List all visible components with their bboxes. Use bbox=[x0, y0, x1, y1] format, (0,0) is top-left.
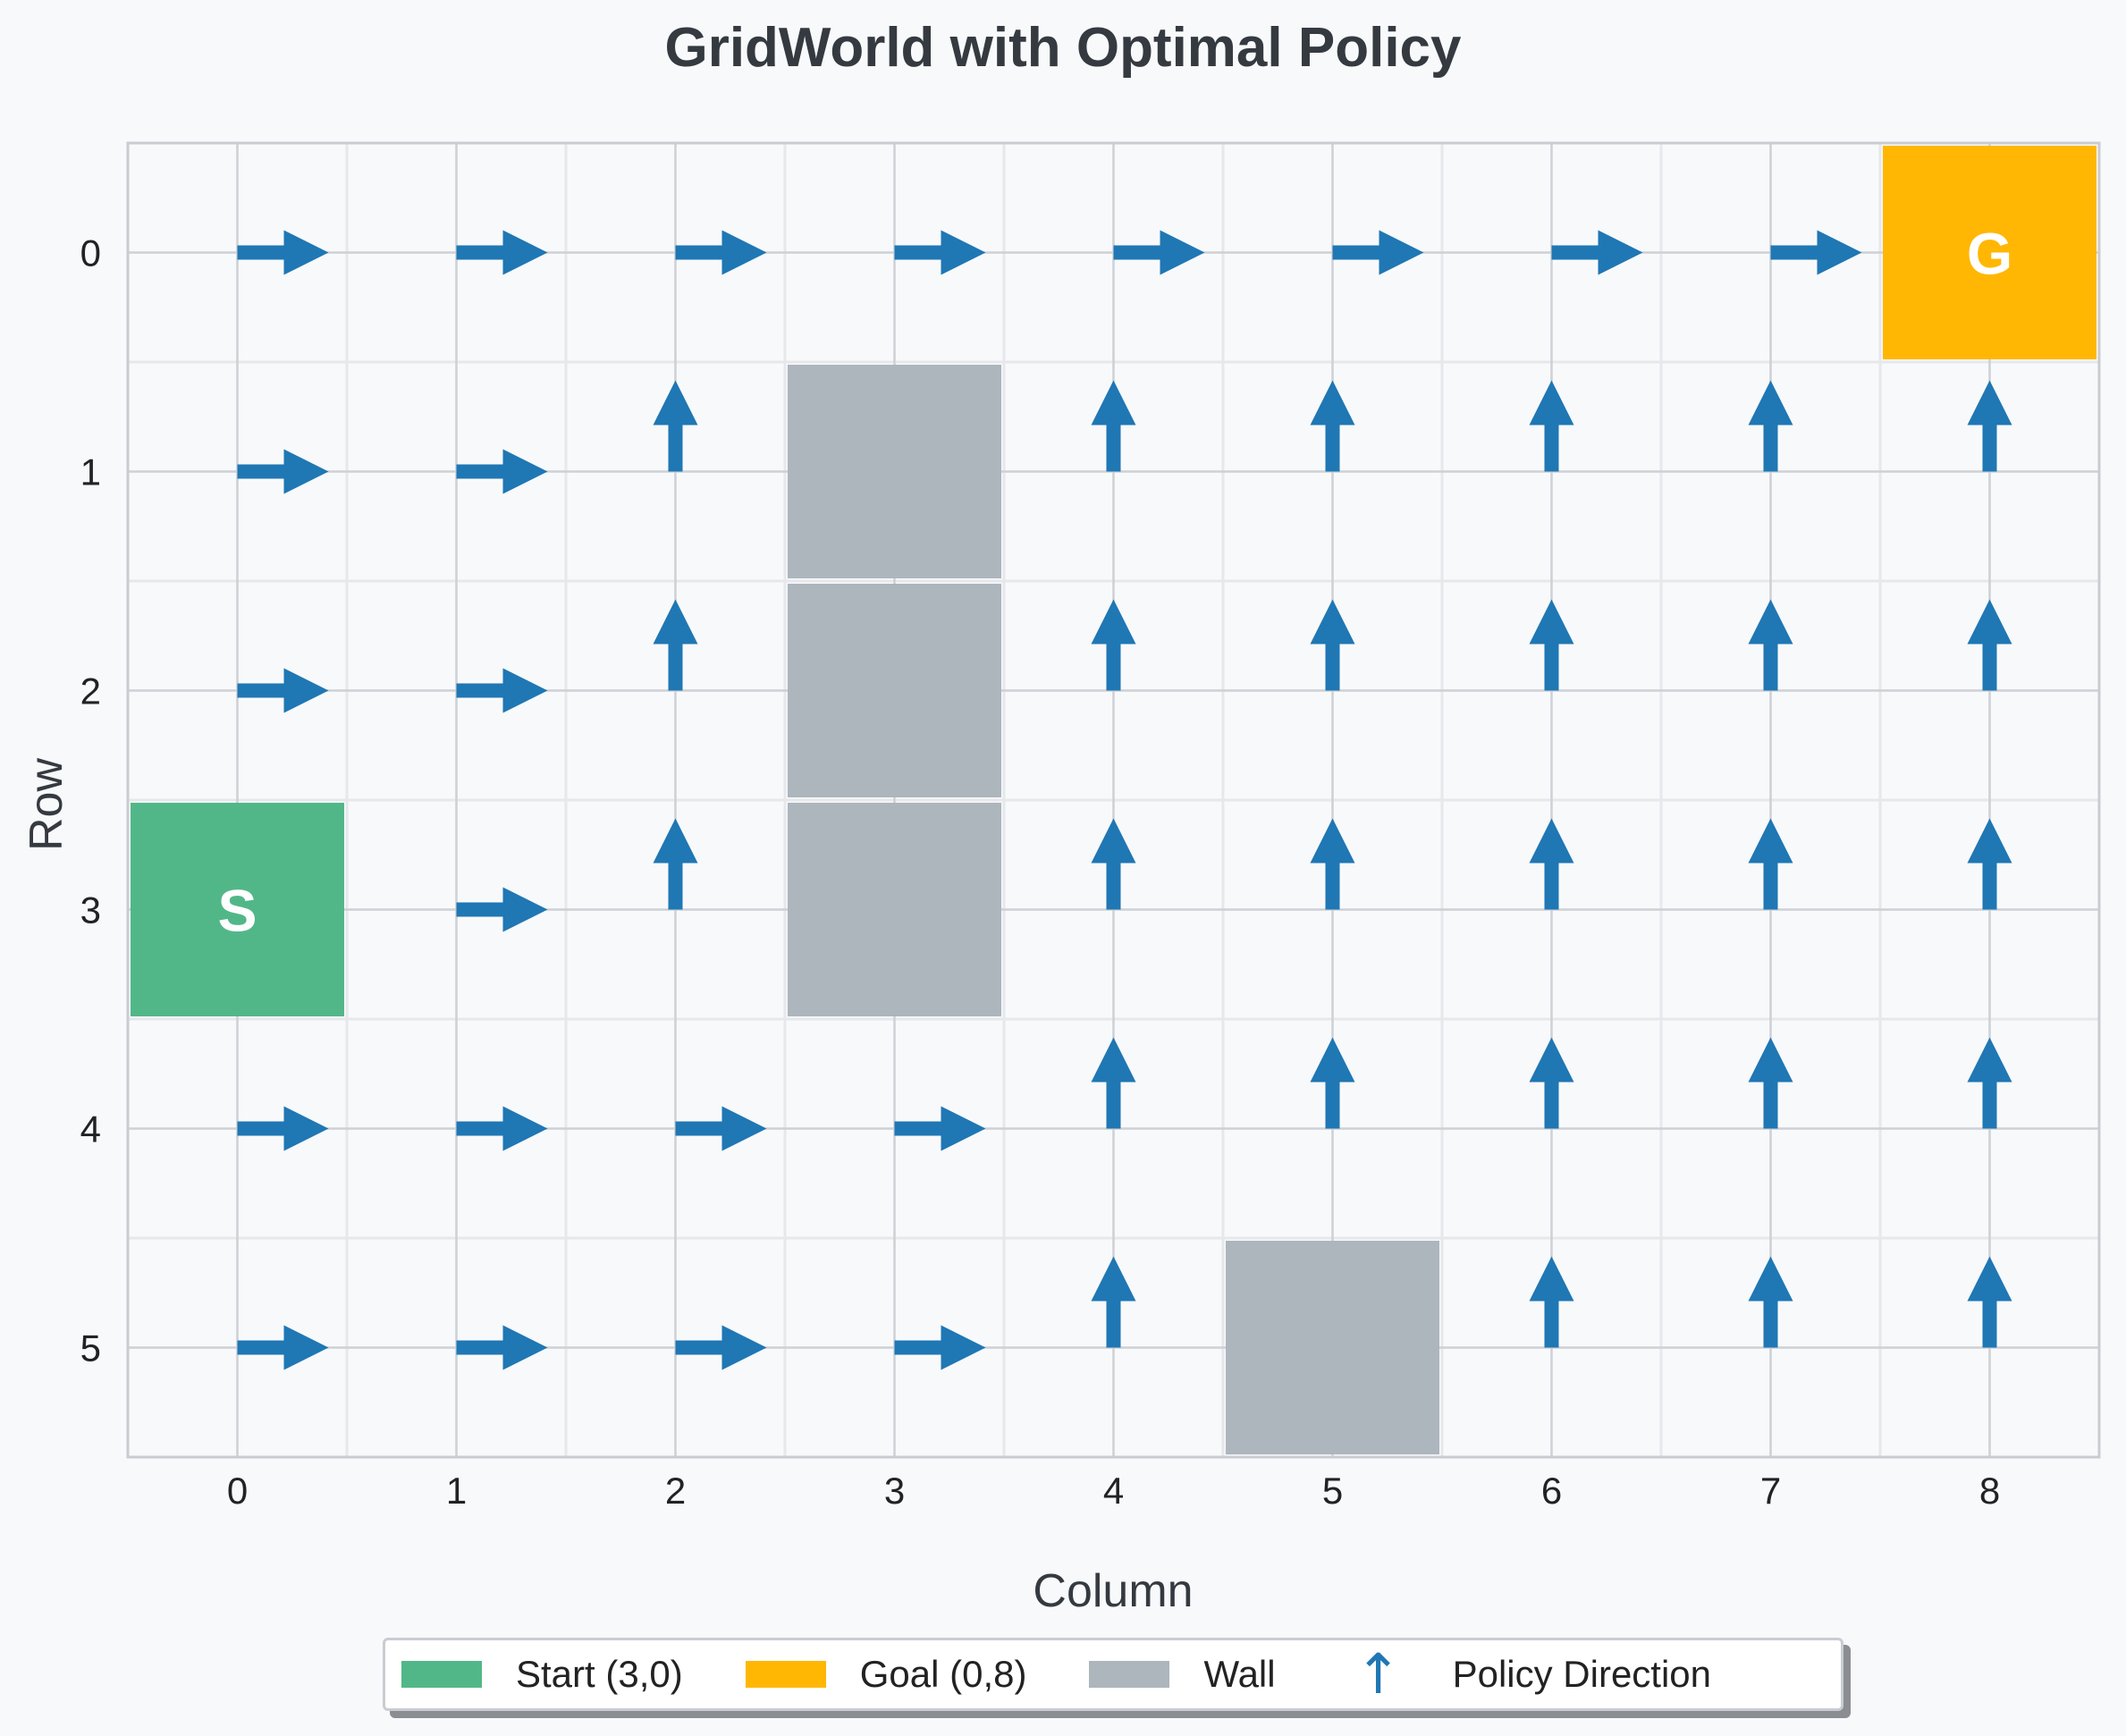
policy-arrow-right bbox=[237, 449, 329, 494]
y-axis-label: Row bbox=[21, 757, 72, 852]
start-label: S bbox=[217, 878, 257, 944]
x-tick-label: 7 bbox=[1760, 1470, 1781, 1512]
policy-arrow-right bbox=[237, 1325, 329, 1370]
legend-label-start: Start (3,0) bbox=[516, 1653, 683, 1695]
wall-cell bbox=[788, 365, 1001, 578]
wall-cell bbox=[788, 584, 1001, 797]
policy-arrow-right bbox=[675, 1106, 767, 1151]
start-cell bbox=[131, 803, 344, 1016]
policy-arrow-right bbox=[1113, 230, 1205, 275]
policy-arrow-right bbox=[675, 230, 767, 275]
policy-arrow-up bbox=[1529, 599, 1574, 691]
policy-arrow-up bbox=[653, 599, 698, 691]
policy-arrow-up bbox=[1967, 1037, 2012, 1129]
policy-arrow-right bbox=[456, 1325, 548, 1370]
y-tick-label: 2 bbox=[80, 670, 101, 712]
legend-swatch-wall bbox=[1089, 1661, 1170, 1688]
policy-arrows bbox=[237, 230, 2012, 1370]
policy-arrow-up bbox=[1529, 1037, 1574, 1129]
policy-arrow-up bbox=[653, 380, 698, 472]
policy-arrow-right bbox=[456, 1106, 548, 1151]
policy-arrow-right bbox=[894, 1106, 986, 1151]
x-tick-label: 1 bbox=[446, 1470, 467, 1512]
policy-arrow-up bbox=[1748, 380, 1793, 472]
policy-arrow-up bbox=[1748, 818, 1793, 910]
x-tick-label: 4 bbox=[1103, 1470, 1124, 1512]
legend-label-policy: Policy Direction bbox=[1452, 1653, 1712, 1695]
policy-arrow-up bbox=[1529, 818, 1574, 910]
policy-arrow-up bbox=[1091, 1037, 1136, 1129]
legend-item-goal: Goal (0,8) bbox=[745, 1653, 1027, 1696]
y-tick-label: 0 bbox=[80, 232, 101, 274]
special-cells: SG bbox=[131, 146, 2096, 1454]
y-tick-label: 3 bbox=[80, 889, 101, 931]
y-tick-label: 5 bbox=[80, 1327, 101, 1369]
policy-arrow-right bbox=[237, 668, 329, 713]
policy-arrow-up bbox=[1091, 380, 1136, 472]
plot-frame bbox=[126, 141, 2101, 1459]
policy-arrow-right bbox=[456, 668, 548, 713]
policy-arrow-right bbox=[1770, 230, 1862, 275]
policy-arrow-up bbox=[1967, 1256, 2012, 1348]
x-tick-label: 8 bbox=[1979, 1470, 2000, 1512]
policy-arrow-up bbox=[1091, 1256, 1136, 1348]
policy-arrow-up bbox=[1748, 1256, 1793, 1348]
goal-cell bbox=[1883, 146, 2096, 359]
policy-arrow-right bbox=[456, 887, 548, 932]
policy-arrow-up bbox=[1310, 818, 1355, 910]
legend-item-start: Start (3,0) bbox=[401, 1653, 683, 1696]
policy-arrow-right bbox=[1551, 230, 1643, 275]
policy-arrow-up bbox=[1967, 599, 2012, 691]
legend-swatch-start bbox=[401, 1661, 482, 1688]
policy-arrow-up bbox=[1529, 380, 1574, 472]
policy-arrow-right bbox=[894, 1325, 986, 1370]
policy-arrow-up bbox=[1967, 380, 2012, 472]
policy-arrow-up bbox=[1310, 599, 1355, 691]
x-tick-label: 2 bbox=[665, 1470, 686, 1512]
legend-item-wall: Wall bbox=[1089, 1653, 1276, 1696]
axis-ticks: 0 1 2 3 4 5 6 7 8 0 1 2 3 4 5 bbox=[80, 232, 2001, 1513]
up-arrow-icon: ↑ bbox=[1354, 1641, 1402, 1707]
policy-arrow-right bbox=[894, 230, 986, 275]
policy-arrow-up bbox=[1310, 1037, 1355, 1129]
goal-label: G bbox=[1967, 221, 2012, 287]
x-tick-label: 6 bbox=[1541, 1470, 1562, 1512]
policy-arrow-up bbox=[1091, 818, 1136, 910]
policy-arrow-up bbox=[1748, 1037, 1793, 1129]
chart-title: GridWorld with Optimal Policy bbox=[664, 17, 1462, 79]
grid-lines bbox=[128, 143, 2099, 1457]
legend-label-wall: Wall bbox=[1203, 1653, 1276, 1695]
policy-arrow-right bbox=[456, 230, 548, 275]
x-tick-label: 5 bbox=[1322, 1470, 1343, 1512]
wall-cell bbox=[1226, 1241, 1439, 1454]
policy-arrow-up bbox=[1529, 1256, 1574, 1348]
wall-cell bbox=[788, 803, 1001, 1016]
policy-arrow-right bbox=[675, 1325, 767, 1370]
policy-arrow-right bbox=[237, 1106, 329, 1151]
y-tick-label: 1 bbox=[80, 451, 101, 493]
policy-arrow-up bbox=[1748, 599, 1793, 691]
legend-swatch-goal bbox=[745, 1661, 826, 1688]
policy-arrow-up bbox=[1967, 818, 2012, 910]
y-tick-label: 4 bbox=[80, 1108, 101, 1150]
legend-item-policy: ↑ Policy Direction bbox=[1338, 1647, 1711, 1702]
legend: Start (3,0) Goal (0,8) Wall ↑ Policy Dir… bbox=[383, 1638, 1843, 1711]
policy-arrow-up bbox=[653, 818, 698, 910]
policy-arrow-right bbox=[456, 449, 548, 494]
x-tick-label: 3 bbox=[884, 1470, 905, 1512]
x-tick-label: 0 bbox=[227, 1470, 248, 1512]
policy-arrow-right bbox=[1332, 230, 1424, 275]
policy-arrow-up bbox=[1091, 599, 1136, 691]
legend-label-goal: Goal (0,8) bbox=[859, 1653, 1027, 1695]
x-axis-label: Column bbox=[1033, 1565, 1194, 1617]
policy-arrow-up bbox=[1310, 380, 1355, 472]
policy-arrow-right bbox=[237, 230, 329, 275]
